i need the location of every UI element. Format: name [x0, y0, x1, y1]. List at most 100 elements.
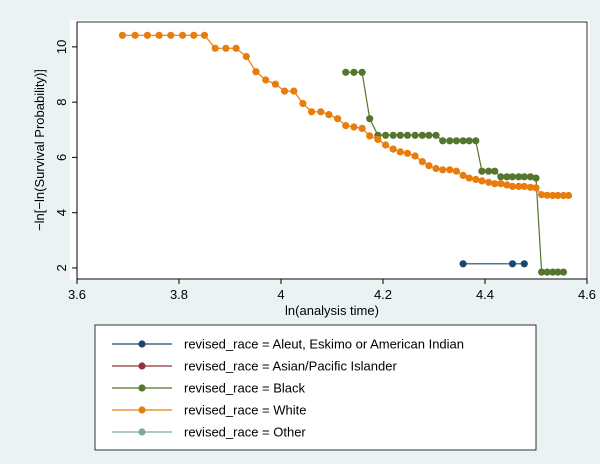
data-point — [317, 108, 325, 116]
legend-item: revised_race = Aleut, Eskimo or American… — [112, 337, 464, 352]
data-point — [281, 87, 289, 95]
data-point — [299, 99, 307, 108]
data-point — [342, 122, 350, 130]
data-point — [465, 137, 473, 145]
data-point — [452, 167, 460, 175]
data-point — [554, 268, 562, 276]
legend-items: revised_race = Aleut, Eskimo or American… — [112, 337, 464, 440]
data-point — [543, 268, 551, 276]
legend-swatch-marker — [138, 384, 146, 392]
data-point — [503, 181, 511, 189]
series-0 — [459, 260, 528, 268]
legend-swatch-marker — [138, 428, 146, 436]
y-tick-label: 10 — [54, 40, 69, 54]
x-tick-label: 4 — [277, 287, 284, 302]
plot-region — [70, 20, 590, 280]
y-tick-label: 8 — [54, 99, 69, 106]
data-point — [118, 31, 126, 39]
data-point — [131, 31, 139, 39]
data-point — [366, 132, 374, 140]
data-point — [520, 260, 528, 268]
series-layer — [118, 31, 573, 276]
data-point — [155, 31, 163, 39]
data-point — [497, 173, 505, 181]
y-tick-label: 6 — [54, 154, 69, 161]
data-point — [271, 80, 279, 88]
data-point — [446, 137, 454, 145]
data-point — [520, 173, 528, 181]
legend-item: revised_race = Asian/Pacific Islander — [112, 359, 397, 374]
data-point — [425, 162, 433, 170]
data-point — [497, 180, 505, 188]
data-point — [520, 182, 528, 190]
data-point — [350, 123, 358, 131]
data-point — [358, 68, 366, 76]
data-point — [549, 268, 557, 276]
data-point — [389, 131, 397, 139]
legend-swatch-marker — [138, 406, 146, 414]
x-tick-label: 3.6 — [68, 287, 86, 302]
data-point — [432, 164, 440, 173]
data-point — [543, 191, 551, 199]
data-point — [342, 68, 350, 76]
data-point — [382, 141, 390, 149]
data-point — [358, 124, 366, 132]
x-tick-label: 4.2 — [374, 287, 392, 302]
legend-label: revised_race = Black — [184, 381, 306, 396]
data-point — [559, 268, 568, 276]
data-point — [472, 137, 480, 145]
data-point — [222, 44, 230, 52]
data-point — [200, 31, 209, 39]
data-point — [418, 158, 426, 166]
legend-label: revised_race = Aleut, Eskimo or American… — [184, 337, 464, 352]
data-point — [242, 52, 250, 61]
data-point — [459, 171, 467, 179]
data-point — [508, 173, 517, 181]
data-point — [439, 166, 447, 174]
data-point — [565, 191, 573, 200]
legend-item: revised_race = Other — [112, 425, 306, 440]
legend-label: revised_race = White — [184, 403, 306, 418]
x-tick-label: 3.8 — [170, 287, 188, 302]
data-point — [472, 175, 480, 184]
data-point — [418, 131, 426, 139]
data-point — [515, 182, 523, 190]
data-point — [446, 166, 454, 174]
x-axis-title: ln(analysis time) — [285, 303, 379, 318]
series-2 — [342, 68, 568, 276]
data-point — [143, 31, 151, 39]
x-tick-label: 4.4 — [476, 287, 494, 302]
data-point — [491, 180, 499, 188]
data-point — [559, 191, 568, 200]
y-tick-label: 4 — [54, 209, 69, 216]
data-point — [478, 167, 486, 175]
data-point — [526, 173, 535, 181]
data-point — [432, 131, 440, 139]
data-point — [485, 167, 493, 175]
data-point — [374, 135, 382, 143]
data-point — [459, 260, 467, 268]
data-point — [508, 260, 517, 268]
data-point — [350, 68, 358, 76]
data-point — [179, 31, 187, 39]
data-point — [485, 178, 493, 186]
data-point — [459, 137, 467, 145]
data-point — [325, 111, 333, 119]
data-point — [403, 149, 412, 157]
data-point — [452, 137, 460, 145]
data-point — [382, 131, 390, 139]
legend: revised_race = Aleut, Eskimo or American… — [94, 324, 537, 451]
data-point — [515, 173, 523, 181]
data-point — [190, 31, 198, 39]
legend-label: revised_race = Other — [184, 425, 306, 440]
data-point — [478, 177, 486, 185]
data-point — [425, 131, 433, 139]
data-point — [232, 44, 240, 52]
data-point — [508, 182, 517, 190]
data-point — [411, 131, 419, 139]
data-point — [389, 145, 397, 153]
data-point — [538, 191, 546, 199]
data-point — [252, 68, 260, 76]
legend-swatch-marker — [138, 340, 146, 348]
